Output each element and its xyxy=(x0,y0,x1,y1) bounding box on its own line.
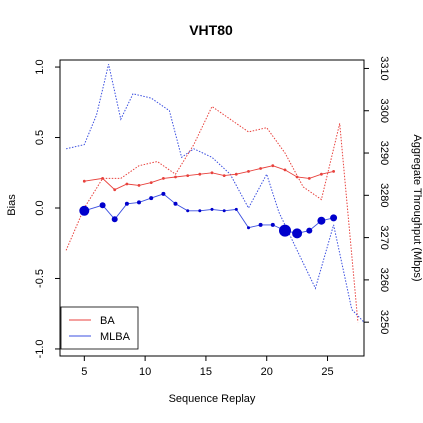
chart-title: VHT80 xyxy=(189,22,233,38)
y-right-tick-label: 3300 xyxy=(378,99,390,123)
point-ba xyxy=(259,167,262,170)
point-mlba xyxy=(161,191,166,196)
point-mlba xyxy=(292,228,303,239)
x-tick-label: 25 xyxy=(321,366,333,378)
point-ba xyxy=(137,184,141,187)
point-ba xyxy=(222,174,226,178)
point-ba xyxy=(271,164,275,168)
series-line-ba-right xyxy=(65,105,359,323)
y-axis-left: -1.0 -0.5 0.0 0.5 1.0 xyxy=(34,59,60,358)
point-mlba xyxy=(317,216,326,225)
point-ba xyxy=(149,181,153,185)
point-ba xyxy=(234,172,238,176)
point-mlba xyxy=(210,207,214,211)
point-mlba xyxy=(247,226,250,230)
legend-box xyxy=(60,306,139,350)
series-line-mlba-right xyxy=(65,64,365,323)
point-ba xyxy=(210,171,214,175)
point-mlba xyxy=(137,200,141,205)
point-mlba xyxy=(270,222,275,227)
point-mlba xyxy=(222,209,226,213)
point-ba xyxy=(82,179,86,183)
point-ba xyxy=(332,170,335,173)
point-ba xyxy=(162,177,165,180)
point-mlba xyxy=(198,209,202,213)
point-ba xyxy=(247,170,250,173)
point-mlba xyxy=(99,202,106,209)
point-ba xyxy=(113,188,117,192)
point-mlba xyxy=(111,216,118,223)
y-left-tick-label: 1.0 xyxy=(34,59,46,74)
point-mlba xyxy=(173,201,178,206)
x-axis-label: Sequence Replay xyxy=(169,393,256,405)
x-tick-label: 5 xyxy=(81,366,87,378)
point-ba xyxy=(125,182,129,186)
legend-label-mlba: MLBA xyxy=(100,331,131,343)
point-ba xyxy=(320,172,323,176)
point-mlba xyxy=(79,205,90,216)
y-left-tick-label: 0.0 xyxy=(34,200,46,215)
point-mlba xyxy=(186,209,190,213)
point-mlba xyxy=(258,222,263,227)
x-axis: 5 10 15 20 25 xyxy=(81,356,334,378)
legend-label-ba: BA xyxy=(100,315,115,327)
y-axis-right-label: Aggregate Throughput (Mbps) xyxy=(411,134,423,281)
point-ba xyxy=(101,177,104,180)
y-left-tick-label: -0.5 xyxy=(34,269,46,288)
y-left-tick-label: -1.0 xyxy=(34,339,46,358)
y-right-tick-label: 3310 xyxy=(378,56,390,80)
point-ba xyxy=(186,174,190,178)
y-axis-right: 3250 3260 3270 3280 3290 3300 3310 xyxy=(364,56,390,334)
y-axis-left-label: Bias xyxy=(6,194,18,216)
point-ba xyxy=(174,175,177,179)
y-right-tick-label: 3270 xyxy=(378,225,390,249)
y-right-tick-label: 3260 xyxy=(378,268,390,292)
point-mlba xyxy=(149,196,154,201)
point-mlba xyxy=(330,214,338,222)
y-right-tick-label: 3290 xyxy=(378,141,390,165)
series-line-mlba-left xyxy=(84,193,334,234)
x-tick-label: 15 xyxy=(200,366,212,378)
point-ba xyxy=(283,168,287,172)
legend: BA MLBA xyxy=(60,306,139,350)
x-tick-label: 20 xyxy=(261,366,273,378)
point-mlba xyxy=(279,224,291,237)
y-left-tick-label: 0.5 xyxy=(34,130,46,145)
y-right-tick-label: 3280 xyxy=(378,183,390,207)
series-layer xyxy=(65,64,365,323)
point-ba xyxy=(307,177,311,180)
point-mlba xyxy=(306,227,313,234)
point-ba xyxy=(295,175,299,179)
x-tick-label: 10 xyxy=(139,366,151,378)
point-mlba xyxy=(234,207,238,211)
point-mlba xyxy=(124,201,129,206)
point-ba xyxy=(198,172,202,176)
y-right-tick-label: 3250 xyxy=(378,310,390,334)
